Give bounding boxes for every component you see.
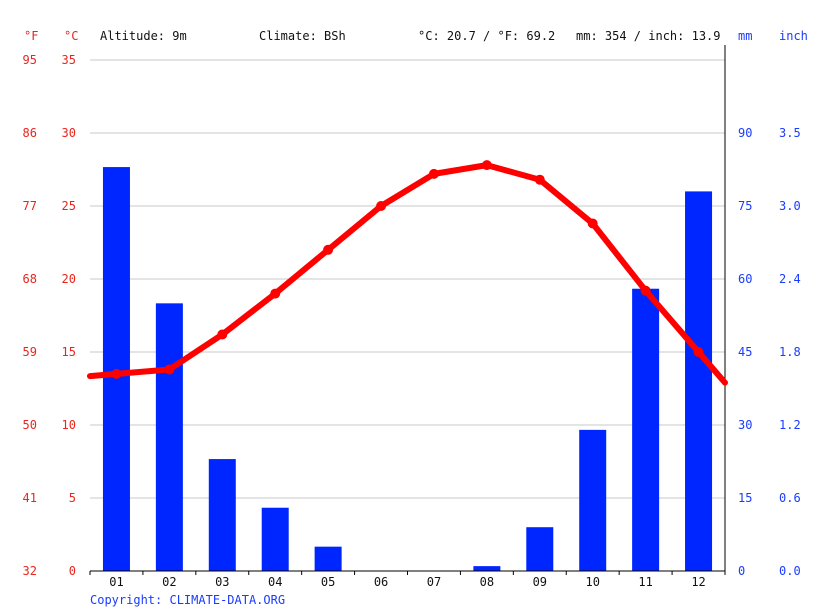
precipitation-bar [473,566,501,571]
inch-tick-label: 1.2 [779,418,801,432]
fahrenheit-unit-label: °F [24,29,38,43]
month-tick-label: 04 [268,575,282,589]
celsius-tick-label: 25 [62,199,76,213]
inch-tick-label: 3.0 [779,199,801,213]
mm-tick-label: 90 [738,126,752,140]
mm-tick-label: 60 [738,272,752,286]
fahrenheit-tick-label: 68 [23,272,37,286]
precipitation-bar [155,303,183,571]
month-tick-label: 09 [533,575,547,589]
precipitation-bar [261,507,289,571]
fahrenheit-tick-label: 50 [23,418,37,432]
month-tick-label: 05 [321,575,335,589]
altitude-label: Altitude: 9m [100,29,187,43]
temperature-point [428,168,439,179]
temperature-point [164,364,175,375]
inch-tick-label: 0.0 [779,564,801,578]
celsius-tick-label: 30 [62,126,76,140]
fahrenheit-tick-label: 95 [23,53,37,67]
fahrenheit-tick-label: 77 [23,199,37,213]
axes [89,45,726,575]
month-tick-label: 10 [585,575,599,589]
month-tick-label: 07 [427,575,441,589]
precipitation-bar [632,288,660,571]
precipitation-bar [579,429,607,571]
mm-tick-label: 75 [738,199,752,213]
inch-unit-label: inch [779,29,808,43]
mm-tick-label: 15 [738,491,752,505]
fahrenheit-tick-label: 86 [23,126,37,140]
fahrenheit-tick-label: 32 [23,564,37,578]
temperature-point [376,201,387,211]
temperature-point [323,244,334,255]
temperature-line-path [87,162,728,386]
month-tick-label: 01 [109,575,123,589]
mm-tick-label: 45 [738,345,752,359]
month-tick-label: 12 [691,575,705,589]
precipitation-bar [526,527,554,571]
climate-label: Climate: BSh [259,29,346,43]
gridlines [90,59,725,499]
celsius-tick-label: 15 [62,345,76,359]
temperature-point [111,368,122,379]
mm-unit-label: mm [738,29,752,43]
celsius-tick-label: 5 [69,491,76,505]
header: °F °C Altitude: 9m Climate: BSh °C: 20.7… [24,29,808,43]
celsius-tick-label: 10 [62,418,76,432]
mm-tick-label: 30 [738,418,752,432]
precipitation-total-label: mm: 354 / inch: 13.9 [576,29,721,43]
temperature-point [217,329,228,340]
celsius-tick-label: 20 [62,272,76,286]
copyright-label: Copyright: CLIMATE-DATA.ORG [90,593,285,607]
mm-tick-label: 0 [738,564,745,578]
inch-tick-label: 3.5 [779,126,801,140]
precipitation-bar [685,191,713,571]
temperature-point [270,288,281,299]
celsius-unit-label: °C [64,29,78,43]
inch-tick-label: 2.4 [779,272,801,286]
inch-tick-label: 0.6 [779,491,801,505]
fahrenheit-tick-label: 41 [23,491,37,505]
celsius-tick-label: 35 [62,53,76,67]
temperature-line [87,160,728,386]
month-tick-label: 03 [215,575,229,589]
inch-tick-label: 1.8 [779,345,801,359]
temperature-point [693,347,704,357]
celsius-tick-label: 0 [69,564,76,578]
month-tick-label: 06 [374,575,388,589]
precipitation-bars [102,167,713,572]
temperature-point [534,174,545,185]
precipitation-bar [208,459,236,571]
temperature-point [587,218,598,229]
month-tick-label: 08 [480,575,494,589]
month-tick-label: 02 [162,575,176,589]
temperature-point [481,160,492,171]
temperature-point [640,285,651,296]
precipitation-bar [314,546,342,571]
temperature-average-label: °C: 20.7 / °F: 69.2 [418,29,555,43]
month-tick-label: 11 [638,575,652,589]
fahrenheit-tick-label: 59 [23,345,37,359]
